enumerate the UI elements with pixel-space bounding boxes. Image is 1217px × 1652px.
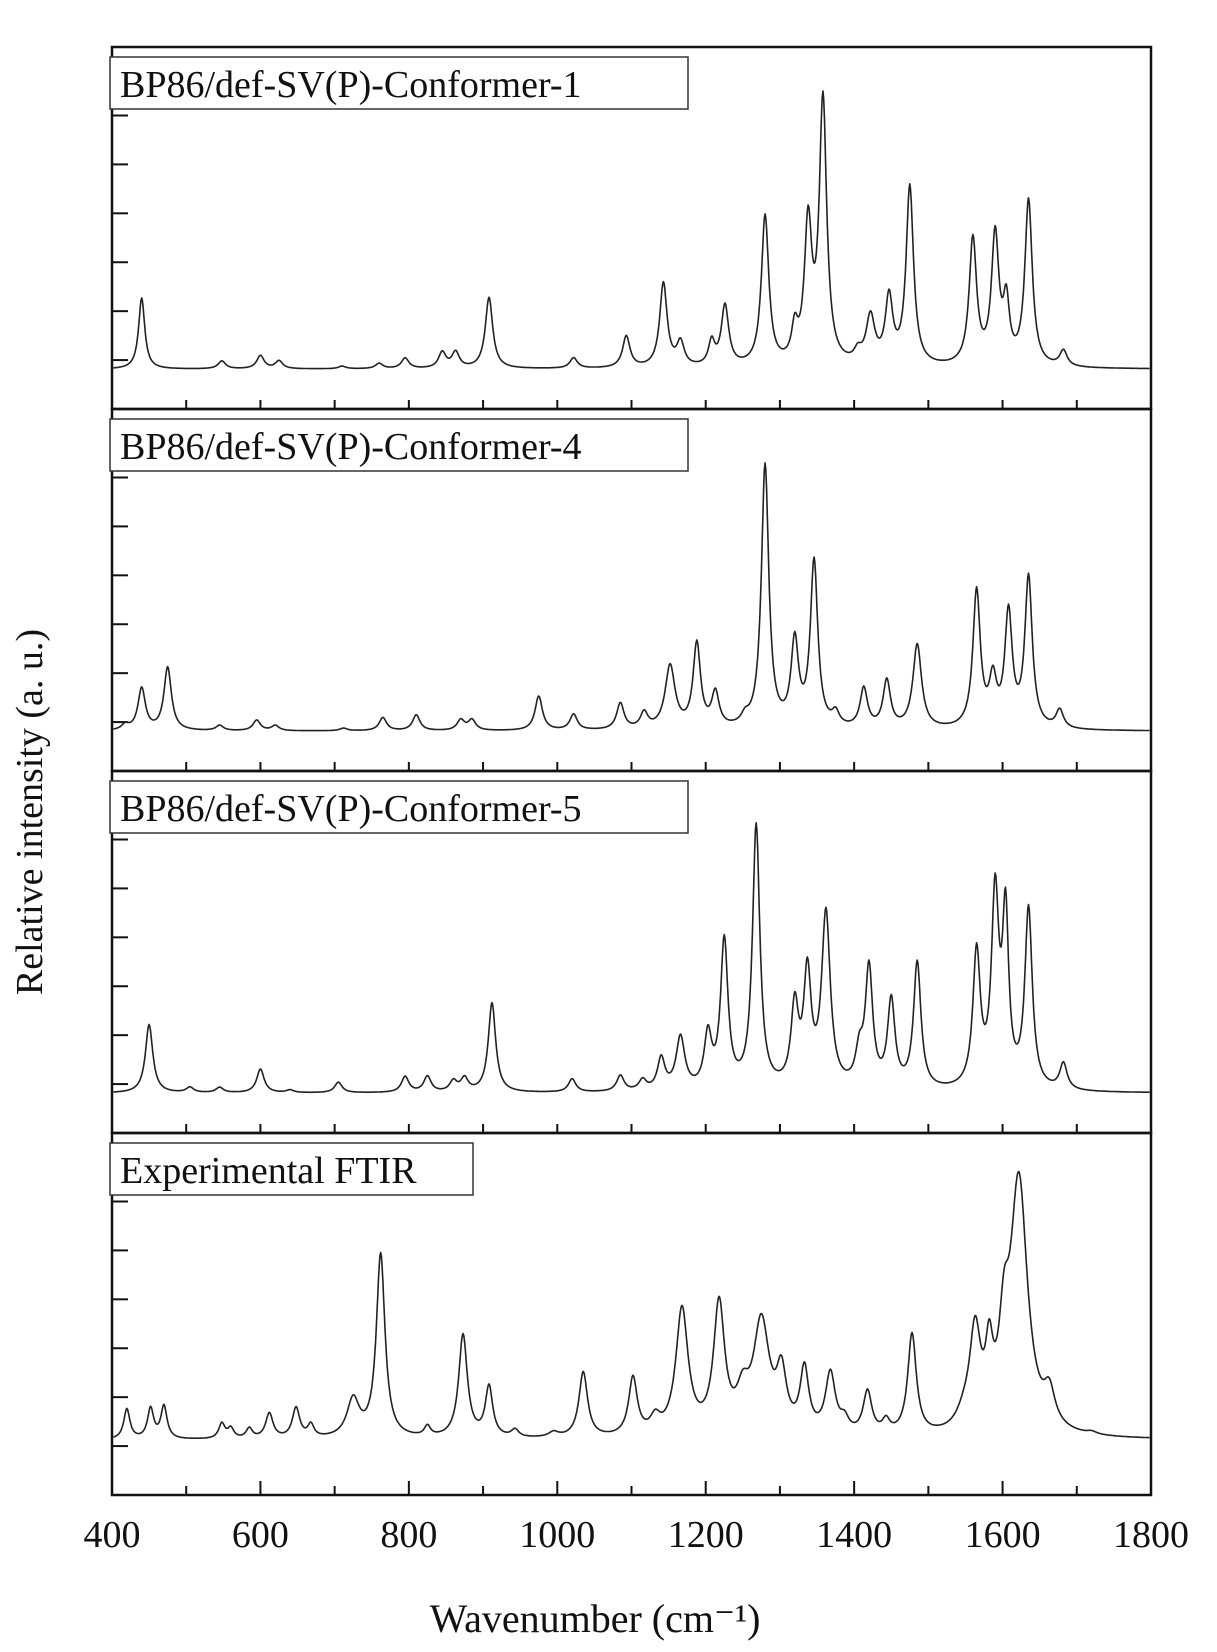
x-tick-label: 1400	[816, 1514, 892, 1556]
spectrum-line	[113, 822, 1150, 1094]
panel: BP86/def-SV(P)-Conformer-5	[109, 769, 1153, 1135]
x-tick-labels: 400 600 800 1000 1200 1400 1600 1800	[84, 1514, 1190, 1556]
panel-title-box	[109, 1142, 474, 1196]
spectrum-line	[113, 462, 1150, 732]
panel-title: BP86/def-SV(P)-Conformer-5	[120, 788, 582, 830]
x-tick-label: 800	[380, 1514, 437, 1556]
x-tick-label: 1200	[668, 1514, 744, 1556]
x-axis-label: Wavenumber (cm⁻¹)	[430, 1596, 761, 1641]
panel-title-box	[109, 418, 689, 472]
x-tick-label: 1800	[1113, 1514, 1189, 1556]
panels-layer: BP86/def-SV(P)-Conformer-1 BP86/def-SV(P)…	[109, 45, 1153, 1497]
panel: BP86/def-SV(P)-Conformer-4	[109, 407, 1153, 773]
panel-title: BP86/def-SV(P)-Conformer-4	[120, 426, 582, 468]
x-tick-label: 1000	[519, 1514, 595, 1556]
panel-title-box	[109, 56, 689, 110]
x-tick-marks	[111, 400, 1152, 1495]
panel-title: BP86/def-SV(P)-Conformer-1	[120, 64, 582, 106]
spectrum-line	[113, 90, 1150, 370]
spectrum-line	[113, 1170, 1150, 1439]
panel: BP86/def-SV(P)-Conformer-1	[109, 45, 1153, 411]
y-axis-label: Relative intensity (a. u.)	[9, 629, 51, 995]
panel-title: Experimental FTIR	[120, 1150, 417, 1192]
x-tick-label: 400	[84, 1514, 141, 1556]
x-tick-label: 600	[232, 1514, 289, 1556]
panel-title-box	[109, 780, 689, 834]
panel: Experimental FTIR	[109, 1131, 1153, 1497]
x-tick-label: 1600	[965, 1514, 1041, 1556]
